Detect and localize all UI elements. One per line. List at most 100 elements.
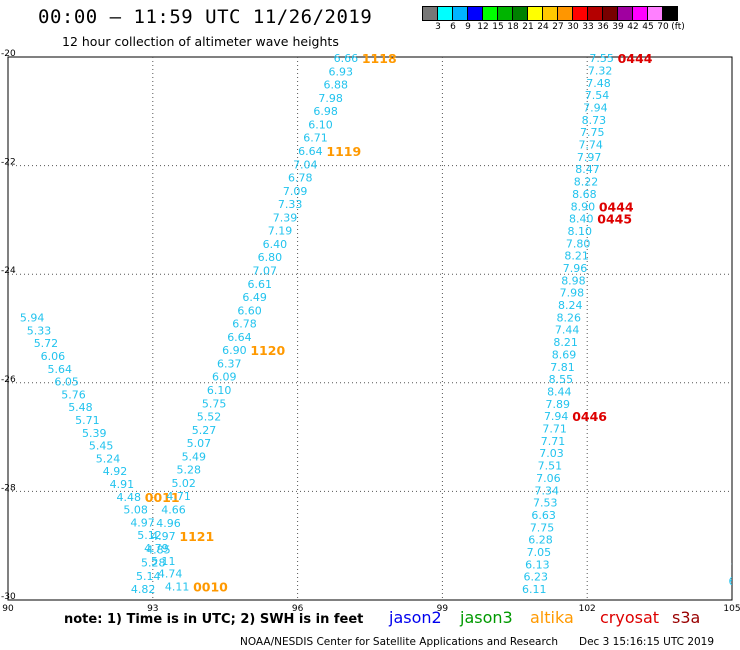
wave-height-value: 6.09: [212, 371, 237, 384]
wave-height-value: 5.94: [20, 312, 45, 325]
wave-height-value: 7.89: [546, 398, 571, 411]
wave-height-value: 5.12: [137, 529, 162, 542]
wave-height-value: 4.85: [146, 543, 171, 556]
wave-height-value: 6.80: [258, 251, 283, 264]
pass-time-label: 1120: [250, 343, 285, 358]
wave-height-value: 7.71: [542, 423, 567, 436]
color-scale-tick: 33: [582, 22, 594, 32]
pass-time-label: 0444: [599, 199, 634, 214]
wave-height-value: 7.97: [577, 151, 602, 164]
wave-height-value: 6.64: [298, 145, 323, 158]
pass-time-label: 1119: [326, 144, 361, 159]
color-scale-tick: 24: [537, 22, 549, 32]
wave-height-value: 5.14: [136, 570, 161, 583]
wave-height-value: 7.94: [583, 101, 608, 114]
wave-height-value: 7.75: [580, 126, 605, 139]
color-scale-tick: 18: [507, 22, 519, 32]
wave-height-value: 6: [729, 575, 736, 588]
wave-height-value: 6.71: [303, 132, 328, 145]
color-scale-tick: 45: [642, 22, 654, 32]
wave-height-value: 7.53: [533, 497, 558, 510]
wave-height-value: 4.48: [117, 491, 142, 504]
legend-s3a: s3a: [672, 608, 701, 627]
wave-height-value: 6.40: [263, 238, 288, 251]
color-scale-tick: 36: [597, 22, 609, 32]
wave-height-value: 4.82: [131, 583, 156, 596]
wave-height-value: 6.10: [308, 118, 333, 131]
wave-height-value: 5.71: [75, 414, 100, 427]
wave-height-value: 8.69: [552, 348, 577, 361]
wave-height-value: 7.51: [538, 460, 563, 473]
wave-height-value: 8.47: [575, 163, 600, 176]
wave-height-value: 7.06: [536, 472, 561, 485]
color-scale-tick: 30: [567, 22, 579, 32]
wave-height-value: 6.98: [313, 105, 338, 118]
wave-height-value: 7.07: [253, 265, 278, 278]
wave-height-value: 7.05: [527, 546, 552, 559]
wave-height-value: 7.32: [588, 64, 613, 77]
wave-height-value: 5.11: [151, 555, 176, 568]
color-scale-tick: 15: [492, 22, 504, 32]
y-tick-label: -30: [1, 592, 16, 602]
wave-height-value: 7.03: [539, 447, 564, 460]
wave-height-value: 6.64: [227, 331, 252, 344]
wave-height-value: 8.26: [556, 311, 581, 324]
wave-height-value: 6.78: [232, 318, 257, 331]
track-layer: 5.945.335.726.065.646.055.765.485.715.39…: [20, 51, 736, 596]
x-tick-label: 90: [2, 604, 14, 614]
y-tick-label: -20: [1, 49, 16, 59]
wave-height-value: 7.48: [586, 77, 611, 90]
wave-height-value: 6.05: [54, 376, 79, 389]
legend-jason3: jason3: [460, 608, 513, 627]
wave-height-value: 5.24: [96, 452, 121, 465]
wave-height-value: 8.22: [574, 176, 599, 189]
wave-height-value: 7.54: [585, 89, 610, 102]
y-tick-label: -24: [1, 266, 16, 276]
wave-height-value: 8.98: [561, 274, 586, 287]
wave-height-value: 5.75: [202, 397, 227, 410]
wave-height-value: 5.39: [82, 427, 107, 440]
color-scale-tick: (ft): [671, 22, 685, 32]
color-scale-tick: 70: [657, 22, 669, 32]
plot-frame: [7, 56, 733, 601]
color-swatch: [662, 6, 678, 21]
wave-height-value: 6.49: [242, 291, 267, 304]
wave-height-value: 6.37: [217, 357, 242, 370]
wave-height-value: 4.97: [151, 530, 176, 543]
wave-height-value: 8.44: [547, 385, 572, 398]
wave-height-value: 4.79: [144, 542, 169, 555]
wave-height-value: 7.09: [283, 185, 308, 198]
pass-time-label: 0446: [572, 409, 607, 424]
wave-height-value: 7.74: [578, 139, 603, 152]
wave-height-value: 5.48: [68, 401, 93, 414]
wave-height-value: 8.90: [571, 200, 596, 213]
wave-height-value: 7.71: [541, 435, 566, 448]
page-title: 00:00 — 11:59 UTC 11/26/2019: [38, 6, 373, 28]
pass-time-label: 0011: [145, 490, 180, 505]
color-scale-tick: 21: [522, 22, 534, 32]
x-tick-label: 105: [723, 604, 740, 614]
wave-height-value: 5.64: [47, 363, 72, 376]
wave-height-value: 8.24: [558, 299, 583, 312]
color-scale-bar: [422, 6, 678, 21]
color-scale-labels: 3 6 9 12 15 18 21 24 27 30 33 36 39 42 45 70 (ft): [422, 22, 740, 34]
pass-time-label: 0010: [193, 579, 228, 594]
wave-height-value: 6.11: [522, 583, 547, 596]
pass-time-label: 1121: [179, 529, 214, 544]
wave-height-value: 5.72: [34, 337, 59, 350]
color-scale-tick: 3: [435, 22, 441, 32]
color-scale-tick: 27: [552, 22, 564, 32]
x-tick-label: 99: [437, 604, 449, 614]
wave-height-value: 4.71: [166, 490, 191, 503]
wave-height-value: 8.21: [564, 250, 589, 263]
color-scale-tick: 6: [450, 22, 456, 32]
wave-height-value: 4.91: [110, 478, 135, 491]
wave-height-value: 8.55: [549, 373, 574, 386]
wave-height-value: 4.74: [158, 568, 183, 581]
wave-height-value: 7.98: [560, 287, 585, 300]
credit-line: NOAA/NESDIS Center for Satellite Applica…: [240, 636, 558, 648]
wave-height-value: 8.40: [569, 213, 594, 226]
wave-height-value: 8.68: [572, 188, 597, 201]
wave-height-value: 7.44: [555, 324, 580, 337]
wave-height-value: 4.11: [165, 580, 190, 593]
